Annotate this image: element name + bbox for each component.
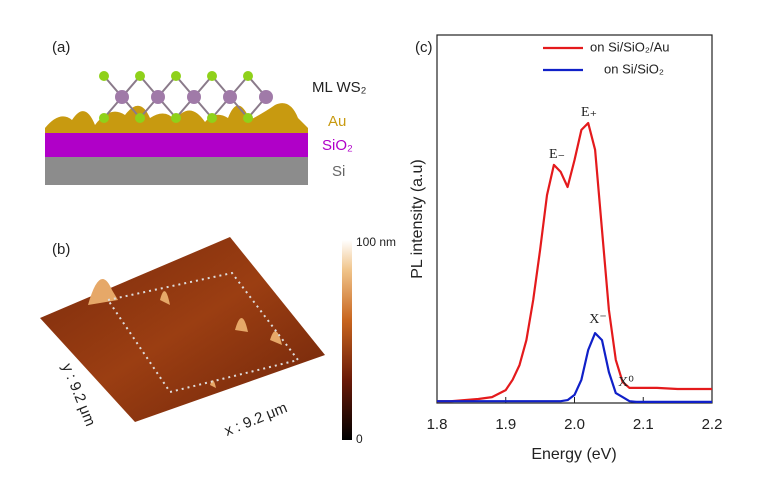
- sio2-layer: [45, 133, 308, 157]
- layer-label: ML WS₂: [312, 79, 367, 96]
- peak-label: E₋: [549, 147, 565, 162]
- x-tick-label: 2.0: [564, 416, 585, 433]
- chart: 1.8 1.9 2.0 2.1 2.2 on Si/SiO₂/Au on Si/SiO₂ E₋…: [427, 39, 723, 433]
- panel-label: (b): [52, 241, 70, 258]
- afm-peak: [88, 278, 282, 388]
- panel-label: (a): [52, 39, 70, 56]
- y-axis-title: PL intensity (a.u): [409, 159, 426, 278]
- panel-label: (c): [415, 39, 433, 56]
- series-line: [437, 121, 712, 403]
- peak-label: X⁻: [589, 312, 607, 327]
- si-layer: [45, 157, 308, 185]
- x-axis-title: Energy (eV): [531, 446, 616, 463]
- layer-label: Si: [332, 163, 345, 180]
- layer-label: SiO₂: [322, 137, 353, 154]
- peak-label: E₊: [581, 105, 597, 120]
- plot-frame: [436, 34, 713, 404]
- colorbar-label: 100 nm: [356, 235, 396, 249]
- scan-box: [106, 271, 300, 394]
- peak-label: X⁰: [618, 375, 634, 390]
- x-tick-label: 2.1: [633, 416, 654, 433]
- series-line: [437, 332, 712, 403]
- x-tick-label: 1.8: [427, 416, 448, 433]
- layer-label: Au: [328, 113, 346, 130]
- legend-label: on Si/SiO₂/Au: [590, 39, 669, 54]
- ws2-lattice: [99, 71, 273, 123]
- size-label: x : 9.2 μm: [222, 399, 290, 440]
- colorbar-label: 0: [356, 432, 363, 446]
- x-tick-label: 1.9: [495, 416, 516, 433]
- afm-map: [40, 237, 325, 422]
- legend-label: on Si/SiO₂: [604, 61, 664, 76]
- x-tick-label: 2.2: [702, 416, 723, 433]
- colorbar: [342, 240, 352, 440]
